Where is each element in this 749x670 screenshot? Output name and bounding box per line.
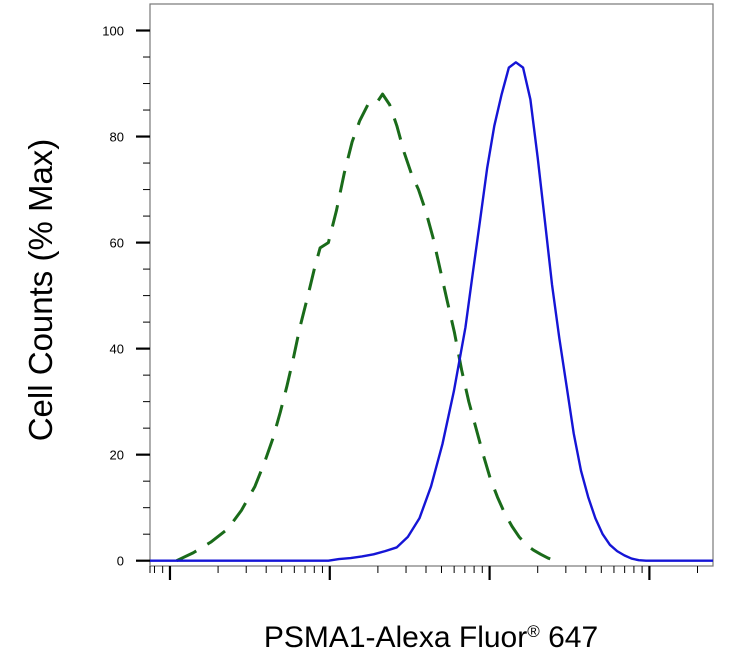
x-axis-label-sup: ® xyxy=(527,622,540,641)
y-tick-label: 60 xyxy=(110,236,124,251)
y-tick-label: 40 xyxy=(110,342,124,357)
control-histogram-line xyxy=(175,92,556,563)
y-tick-label: 100 xyxy=(102,24,124,39)
stained-histogram-line xyxy=(150,61,713,562)
y-tick-label: 0 xyxy=(117,554,124,569)
y-axis-label: Cell Counts (% Max) xyxy=(22,139,59,442)
x-axis-label-tail: 647 xyxy=(540,621,598,654)
x-axis xyxy=(149,566,699,580)
x-axis-label-main: PSMA1-Alexa Fluor xyxy=(264,621,527,654)
x-axis-label: PSMA1-Alexa Fluor® 647 xyxy=(264,621,598,654)
y-axis: 0 20 40 60 80 100 xyxy=(102,24,150,569)
y-tick-label: 80 xyxy=(110,130,124,145)
plot-frame xyxy=(149,3,714,567)
series-layer xyxy=(150,61,713,563)
y-tick-label: 20 xyxy=(110,448,124,463)
